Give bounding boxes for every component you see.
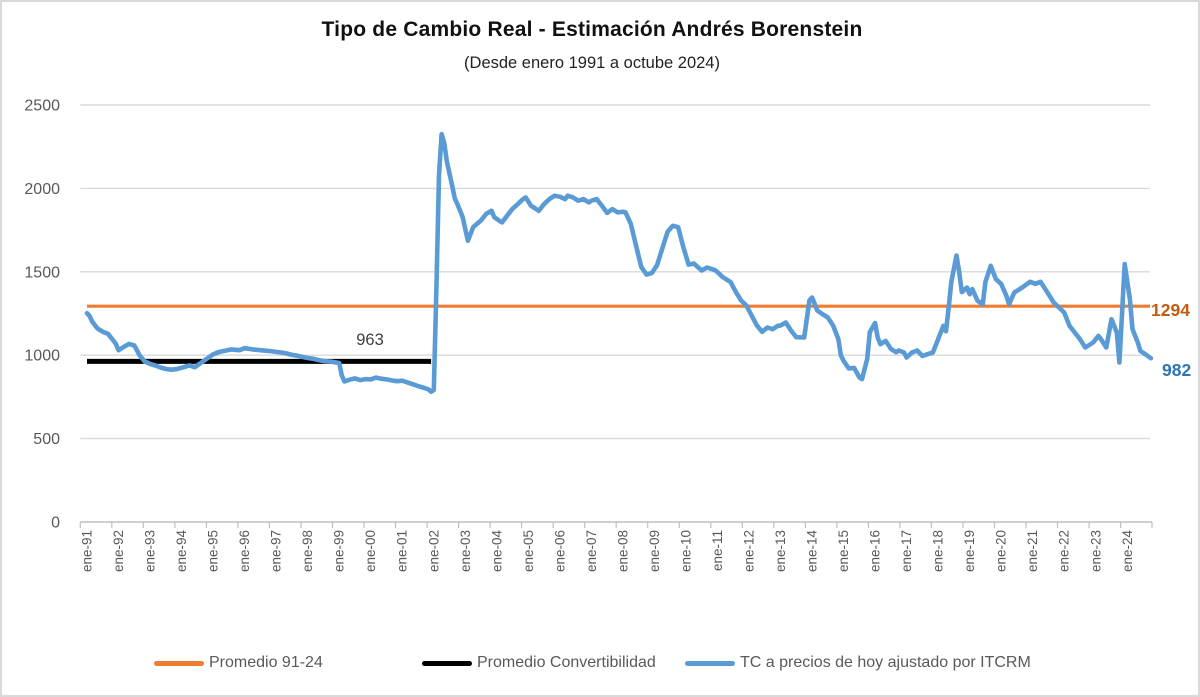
x-axis-tick-label: ene-19 <box>962 530 977 572</box>
x-axis-tick-label: ene-03 <box>458 530 473 572</box>
legend-item-promedio-convertibilidad: Promedio Convertibilidad <box>422 652 656 674</box>
x-axis-tick-label: ene-10 <box>679 530 694 572</box>
x-axis-tick-label: ene-96 <box>237 530 252 572</box>
x-axis-tick-label: ene-15 <box>836 530 851 572</box>
x-axis-tick-label: ene-97 <box>269 530 284 572</box>
x-axis-tick-label: ene-92 <box>111 530 126 572</box>
legend-label: Promedio Convertibilidad <box>477 654 656 671</box>
convertibilidad-average-label: 963 <box>356 331 384 349</box>
legend-label: TC a precios de hoy ajustado por ITCRM <box>740 654 1031 671</box>
x-axis-tick-label: ene-99 <box>332 530 347 572</box>
orange-line-swatch-icon <box>154 660 204 666</box>
x-axis-tick-label: ene-24 <box>1120 530 1135 573</box>
x-axis-tick-label: ene-07 <box>584 530 599 572</box>
x-axis-tick-label: ene-05 <box>521 530 536 572</box>
y-axis-tick-label: 2000 <box>24 181 60 198</box>
promedio-91-24-value-label: 1294 <box>1151 300 1190 320</box>
x-axis-tick-label: ene-22 <box>1057 530 1072 572</box>
x-axis-tick-label: ene-13 <box>773 530 788 572</box>
x-axis-tick-label: ene-09 <box>647 530 662 572</box>
blue-line-swatch-icon <box>685 660 735 666</box>
legend-label: Promedio 91-24 <box>209 654 323 671</box>
x-axis-tick-label: ene-17 <box>899 530 914 572</box>
x-axis-tick-label: ene-93 <box>143 530 158 572</box>
chart-subtitle: (Desde enero 1991 a octube 2024) <box>464 54 720 72</box>
x-axis-tick-label: ene-02 <box>426 530 441 572</box>
x-axis-tick-label: ene-20 <box>994 530 1009 572</box>
x-axis-tick-label: ene-98 <box>300 530 315 572</box>
y-axis-tick-label: 1500 <box>24 264 60 281</box>
y-axis-tick-label: 2500 <box>24 98 60 115</box>
legend-item-tc-ajustado-itcrm: TC a precios de hoy ajustado por ITCRM <box>685 652 1031 674</box>
x-axis-tick-label: ene-11 <box>710 530 725 571</box>
x-axis-tick-label: ene-95 <box>206 530 221 572</box>
x-axis-tick-label: ene-16 <box>868 530 883 572</box>
last-value-label: 982 <box>1162 360 1192 380</box>
x-axis-tick-label: ene-21 <box>1025 530 1040 572</box>
x-axis-tick-label: ene-23 <box>1088 530 1103 572</box>
chart-title: Tipo de Cambio Real - Estimación Andrés … <box>321 18 863 41</box>
x-axis-tick-label: ene-12 <box>742 530 757 572</box>
x-axis-tick-label: ene-04 <box>489 530 504 573</box>
y-axis-tick-label: 1000 <box>24 348 60 365</box>
x-axis-tick-label: ene-01 <box>395 530 410 572</box>
chart-legend: Promedio 91-24 Promedio Convertibilidad … <box>2 652 1198 678</box>
legend-item-promedio-91-24: Promedio 91-24 <box>154 652 323 674</box>
x-axis-tick-label: ene-94 <box>174 530 189 573</box>
x-axis-tick-label: ene-00 <box>363 530 378 572</box>
x-axis-tick-label: ene-18 <box>931 530 946 572</box>
x-axis-tick-label: ene-06 <box>552 530 567 572</box>
series-tc-ajustado-itcrm <box>84 131 1154 394</box>
y-axis-tick-label: 500 <box>33 431 60 448</box>
black-line-swatch-icon <box>422 660 472 666</box>
x-axis-tick-label: ene-91 <box>80 530 95 572</box>
x-axis-tick-label: ene-14 <box>805 530 820 573</box>
y-axis-tick-label: 0 <box>51 515 60 532</box>
x-axis-tick-label: ene-08 <box>615 530 630 572</box>
